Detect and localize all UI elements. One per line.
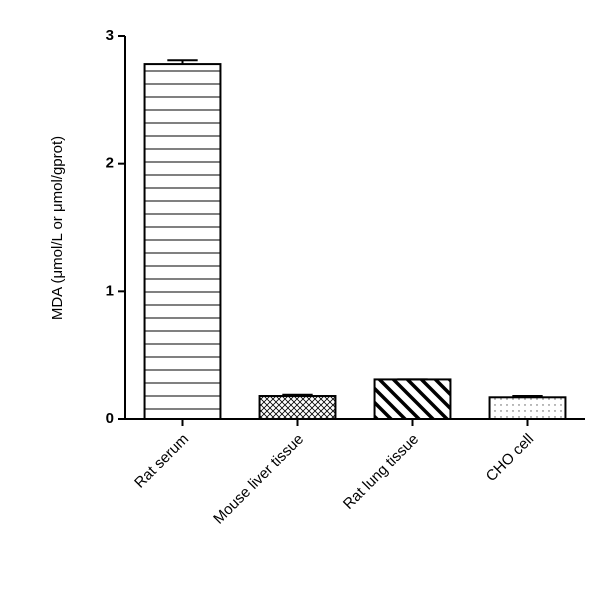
bar	[258, 395, 337, 420]
y-tick-label: 2	[106, 155, 114, 172]
y-tick-label: 3	[106, 27, 114, 44]
error-bar	[512, 395, 543, 398]
y-tick-label: 1	[106, 282, 114, 299]
x-tick-label: Rat serum	[131, 431, 192, 492]
bar	[143, 63, 222, 420]
x-tick-label: CHO cell	[483, 431, 537, 485]
error-bar	[282, 393, 313, 397]
bar	[373, 378, 452, 421]
bar	[488, 396, 567, 420]
x-tick-label: Rat lung tissue	[340, 431, 422, 513]
y-tick-label: 0	[106, 410, 114, 427]
error-bar	[167, 59, 198, 65]
x-tick-label: Mouse liver tissue	[210, 431, 307, 528]
y-axis-label: MDA (μmol/L or μmol/gprot)	[49, 136, 66, 320]
